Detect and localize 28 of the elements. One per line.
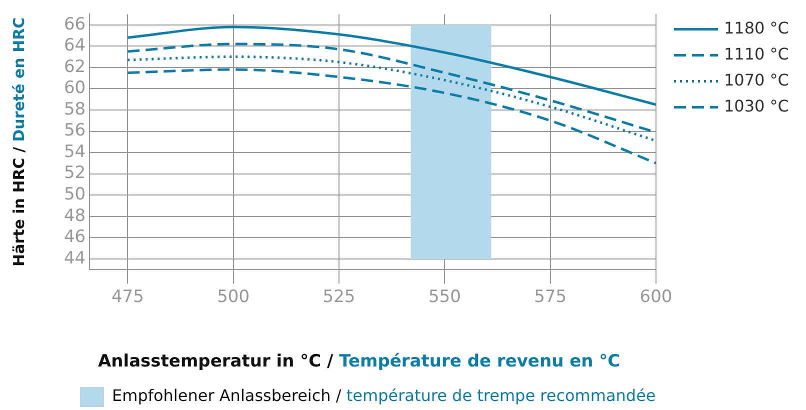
y-tick-label: 60 — [64, 78, 86, 98]
x-tick-label: 600 — [640, 287, 672, 308]
line-series — [126, 68, 656, 164]
x-tick-label: 550 — [428, 287, 461, 308]
y-tick-label: 66 — [64, 14, 86, 34]
y-tick-label: 44 — [64, 248, 86, 268]
legend-label: 1110 °C — [724, 44, 789, 64]
legend-label: 1180 °C — [724, 18, 789, 38]
y-tick-label: 50 — [64, 184, 86, 205]
y-tick-label: 58 — [64, 99, 86, 120]
x-tick-label: 525 — [322, 287, 356, 308]
y-tick-label: 62 — [64, 56, 86, 77]
line-series — [126, 56, 656, 142]
y-axis-title: Härte in HRC / Dureté en HRC — [10, 17, 28, 266]
y-tick-label: 46 — [64, 227, 86, 248]
line-series — [126, 26, 656, 106]
x-tick-label: 475 — [111, 287, 144, 308]
y-tick-label: 56 — [64, 120, 86, 141]
y-tick-label: 64 — [64, 36, 86, 56]
y-tick-label: 52 — [64, 163, 86, 184]
x-axis-title: Anlasstemperatur in °C / Température de revenu en °C — [98, 351, 620, 372]
legend-label: 1070 °C — [724, 70, 789, 90]
y-tick-label: 54 — [64, 142, 86, 162]
x-tick-label: 500 — [217, 287, 250, 308]
legend-label: Empfohlener Anlassbereich / température de trempe recommandée — [112, 386, 656, 406]
legend-label: 1030 °C — [724, 96, 789, 116]
x-tick-label: 575 — [534, 287, 567, 308]
y-tick-label: 48 — [64, 206, 86, 226]
